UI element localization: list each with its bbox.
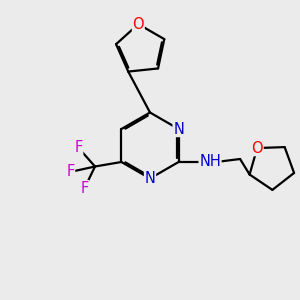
Text: O: O: [251, 141, 263, 156]
Text: F: F: [66, 164, 74, 179]
Text: F: F: [74, 140, 83, 155]
Text: N: N: [173, 122, 184, 136]
Text: N: N: [145, 171, 155, 186]
Text: F: F: [80, 181, 88, 196]
Text: O: O: [133, 16, 144, 32]
Text: NH: NH: [199, 154, 221, 169]
